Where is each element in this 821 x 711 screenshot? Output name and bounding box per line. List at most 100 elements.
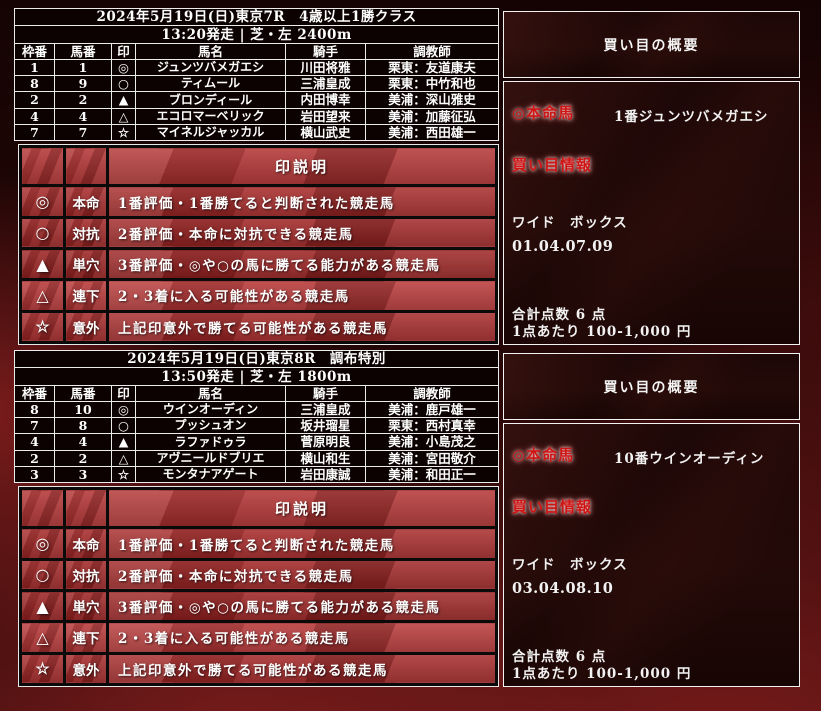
- waku-number: 2: [14, 449, 55, 467]
- col-header-horse-name: 馬名: [135, 42, 286, 60]
- jockey-name: 岩田康誠: [285, 465, 366, 484]
- bet-overview-header: 買い目の概要: [503, 11, 800, 78]
- uma-number: 9: [54, 75, 112, 93]
- legend-row: △ 連下 2・3着に入る可能性がある競走馬: [19, 278, 498, 313]
- legend-symbol-igai-icon: ☆: [19, 309, 66, 345]
- bet-info-label: 買い目情報: [512, 156, 593, 174]
- trainer-name: 美浦：西田雄一: [364, 123, 500, 142]
- total-points: 合計点数 6 点: [512, 649, 607, 665]
- uma-number: 4: [54, 433, 112, 451]
- col-header-uma: 馬番: [54, 384, 112, 402]
- race-info-column: 2024年5月19日(日)東京8R 調布特別 13:50発走 | 芝・左 180…: [13, 349, 500, 687]
- mark-symbol: ▲: [111, 91, 136, 109]
- uma-number: 4: [54, 107, 112, 125]
- legend-desc: 上記印意外で勝てる可能性がある競走馬: [106, 309, 498, 345]
- race-title: 2024年5月19日(日)東京8R 調布特別: [13, 349, 500, 369]
- legend-symbol-tanana-icon: ▲: [19, 247, 66, 282]
- mark-symbol: ▲: [111, 433, 136, 451]
- mark-symbol: △: [111, 449, 136, 467]
- trainer-name: 栗東：中竹和也: [364, 75, 500, 93]
- race-info-column: 2024年5月19日(日)東京7R 4歳以上1勝クラス 13:20発走 | 芝・…: [13, 7, 500, 345]
- waku-number: 7: [14, 417, 55, 435]
- col-header-jockey: 騎手: [285, 384, 366, 402]
- legend-symbol-honmei-icon: ◎: [19, 184, 66, 219]
- legend-row: ◎ 本命 1番評価・1番勝てると判断された競走馬: [19, 526, 498, 561]
- waku-number: 1: [14, 58, 55, 77]
- legend-symbol-igai-icon: ☆: [19, 651, 66, 687]
- legend-desc: 3番評価・◎や○の馬に勝てる能力がある競走馬: [106, 589, 498, 624]
- race-title: 2024年5月19日(日)東京7R 4歳以上1勝クラス: [13, 7, 500, 27]
- uma-number: 2: [54, 449, 112, 467]
- legend-symbol-honmei-icon: ◎: [19, 526, 66, 561]
- table-row: 7 8 ○ プッシュオン 坂井瑠星 栗東：西村真幸: [14, 417, 500, 435]
- uma-number: 10: [54, 400, 112, 419]
- bet-summary-column: 買い目の概要 ◎本命馬 1番ジュンツバメガエシ 買い目情報 ワイド ボックス 0…: [503, 11, 800, 345]
- race-subtitle: 13:50発走 | 芝・左 1800m: [13, 367, 500, 386]
- honmei-horse: 10番ウインオーディン: [614, 451, 765, 467]
- legend-row: ▲ 単穴 3番評価・◎や○の馬に勝てる能力がある競走馬: [19, 247, 498, 282]
- col-header-waku: 枠番: [14, 384, 55, 402]
- waku-number: 8: [14, 75, 55, 93]
- table-row: 3 3 ☆ モンタナアゲート 岩田康誠 美浦：和田正一: [14, 465, 500, 484]
- legend-label: 連下: [63, 278, 109, 313]
- race-section-1: 2024年5月19日(日)東京7R 4歳以上1勝クラス 13:20発走 | 芝・…: [0, 7, 821, 350]
- total-points: 合計点数 6 点: [512, 307, 607, 323]
- jockey-name: 三浦皇成: [285, 400, 366, 419]
- horse-table: 2024年5月19日(日)東京7R 4歳以上1勝クラス 13:20発走 | 芝・…: [13, 7, 500, 142]
- table-row: 8 9 ○ ティムール 三浦皇成 栗東：中竹和也: [14, 75, 500, 93]
- uma-number: 2: [54, 91, 112, 109]
- race-subtitle-row: 13:20発走 | 芝・左 2400m: [13, 25, 500, 44]
- waku-number: 3: [14, 465, 55, 484]
- legend-header-spacer: [63, 486, 109, 530]
- per-point-price: 1点あたり 100-1,000 円: [512, 324, 692, 340]
- legend-title: 印説明: [106, 486, 498, 530]
- bet-summary-column: 買い目の概要 ◎本命馬 10番ウインオーディン 買い目情報 ワイド ボックス 0…: [503, 353, 800, 687]
- legend-header-spacer: [19, 486, 66, 530]
- legend-desc: 1番評価・1番勝てると判断された競走馬: [106, 184, 498, 219]
- horse-name: マイネルジャッカル: [135, 123, 286, 142]
- legend-row: ▲ 単穴 3番評価・◎や○の馬に勝てる能力がある競走馬: [19, 589, 498, 624]
- legend-label: 単穴: [63, 247, 109, 282]
- race-subtitle: 13:20発走 | 芝・左 2400m: [13, 25, 500, 44]
- jockey-name: 坂井瑠星: [285, 417, 366, 435]
- legend-symbol-tanana-icon: ▲: [19, 589, 66, 624]
- trainer-name: 栗東：友道康夫: [364, 58, 500, 77]
- jockey-name: 横山武史: [285, 123, 366, 142]
- legend-row: ○ 対抗 2番評価・本命に対抗できる競走馬: [19, 215, 498, 251]
- horse-name: ジュンツバメガエシ: [135, 58, 286, 77]
- table-row: 1 1 ◎ ジュンツバメガエシ 川田将雅 栗東：友道康夫: [14, 58, 500, 77]
- legend-header-spacer: [63, 144, 109, 188]
- legend-symbol-renka-icon: △: [19, 620, 66, 655]
- mark-legend: 印説明 ◎ 本命 1番評価・1番勝てると判断された競走馬 ○ 対抗 2番評価・本…: [18, 144, 499, 345]
- col-header-trainer: 調教師: [364, 42, 500, 60]
- legend-desc: 1番評価・1番勝てると判断された競走馬: [106, 526, 498, 561]
- legend-header-spacer: [19, 144, 66, 188]
- horse-name: モンタナアゲート: [135, 465, 286, 484]
- uma-number: 1: [54, 58, 112, 77]
- legend-header-row: 印説明: [19, 486, 498, 530]
- trainer-name: 栗東：西村真幸: [364, 417, 500, 435]
- waku-number: 4: [14, 433, 55, 451]
- uma-number: 3: [54, 465, 112, 484]
- legend-row: ☆ 意外 上記印意外で勝てる可能性がある競走馬: [19, 309, 498, 345]
- jockey-name: 横山和生: [285, 449, 366, 467]
- horse-name: アヴニールドブリエ: [135, 449, 286, 467]
- horse-name: ティムール: [135, 75, 286, 93]
- table-row: 4 4 ▲ ラファドゥラ 菅原明良 美浦：小島茂之: [14, 433, 500, 451]
- column-header-row: 枠番 馬番 印 馬名 騎手 調教師: [14, 42, 500, 60]
- waku-number: 8: [14, 400, 55, 419]
- per-point-price: 1点あたり 100-1,000 円: [512, 666, 692, 682]
- legend-symbol-taikou-icon: ○: [19, 557, 66, 593]
- jockey-name: 川田将雅: [285, 58, 366, 77]
- legend-label: 単穴: [63, 589, 109, 624]
- mark-symbol: ☆: [111, 123, 136, 142]
- race-title-row: 2024年5月19日(日)東京7R 4歳以上1勝クラス: [13, 7, 500, 27]
- bet-numbers: 03.04.08.10: [512, 580, 614, 597]
- legend-label: 対抗: [63, 215, 109, 251]
- mark-symbol: ☆: [111, 465, 136, 484]
- legend-desc: 2・3着に入る可能性がある競走馬: [106, 620, 498, 655]
- mark-legend: 印説明 ◎ 本命 1番評価・1番勝てると判断された競走馬 ○ 対抗 2番評価・本…: [18, 486, 499, 687]
- col-header-trainer: 調教師: [364, 384, 500, 402]
- jockey-name: 三浦皇成: [285, 75, 366, 93]
- bet-overview-title: 買い目の概要: [603, 379, 700, 396]
